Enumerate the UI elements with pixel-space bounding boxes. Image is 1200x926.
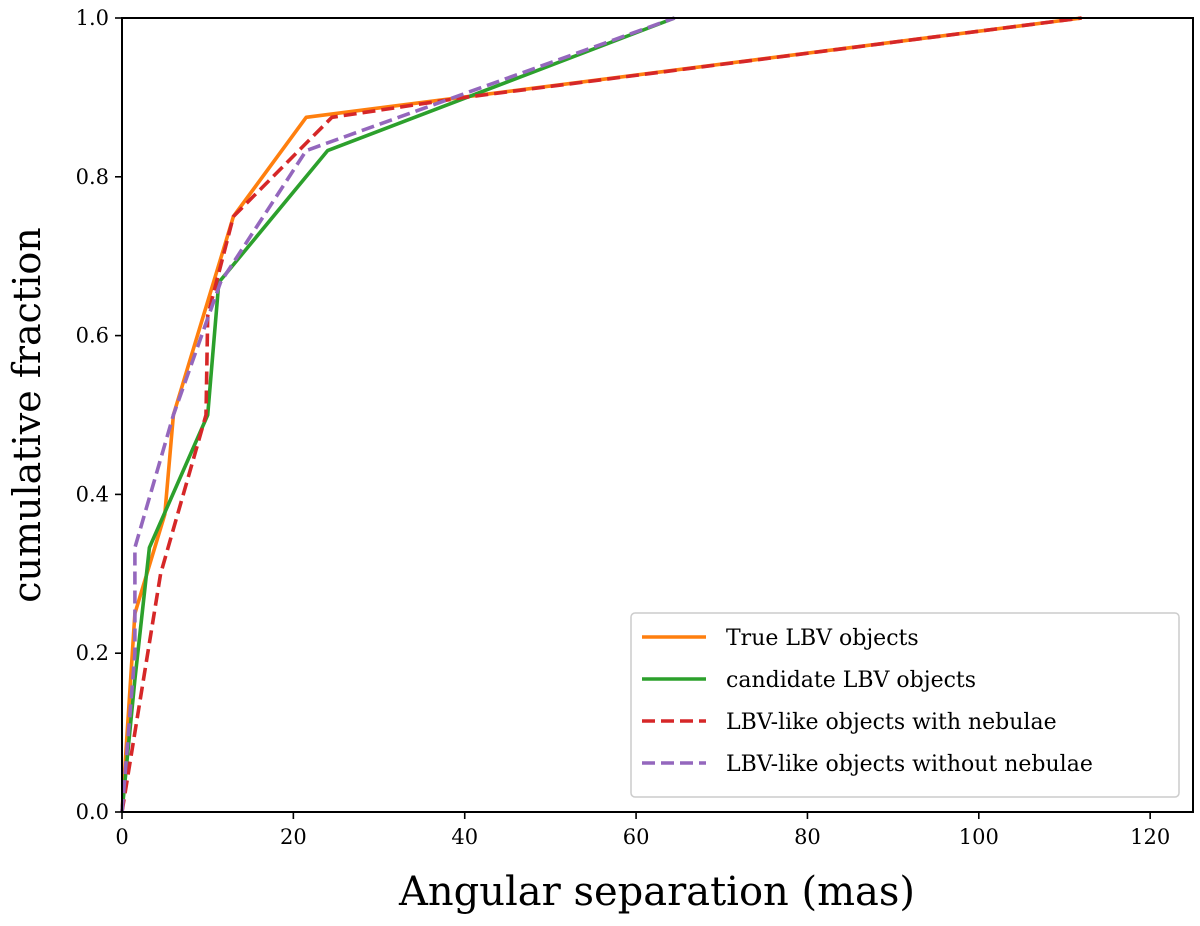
axis-ticks: 0 20 40 60 80 100 120 0.0 0.2 0.4 0.6 0.8 1.0 — [76, 6, 1171, 849]
x-tick-label: 60 — [623, 825, 650, 849]
legend: True LBV objects candidate LBV objects LBV… — [630, 612, 1180, 798]
legend-label-0: True LBV objects — [726, 626, 919, 651]
legend-label-3: LBV-like objects without nebulae — [726, 752, 1093, 777]
y-tick-label: 0.4 — [76, 482, 109, 506]
x-tick-label: 100 — [959, 825, 999, 849]
y-tick-label: 1.0 — [76, 6, 109, 30]
y-tick-label: 0.8 — [76, 165, 109, 189]
x-tick-label: 120 — [1130, 825, 1170, 849]
y-tick-label: 0.6 — [76, 324, 109, 348]
x-tick-label: 40 — [451, 825, 478, 849]
x-tick-label: 20 — [280, 825, 307, 849]
legend-label-1: candidate LBV objects — [726, 668, 976, 693]
series-line-3 — [120, 16, 676, 813]
y-tick-label: 0.0 — [76, 800, 109, 824]
plot-frame — [121, 17, 1194, 813]
legend-label-2: LBV-like objects with nebulae — [726, 710, 1057, 735]
x-tick-label: 80 — [794, 825, 821, 849]
plot-lines — [120, 16, 1082, 813]
x-tick-label: 0 — [115, 825, 128, 849]
x-axis-label: Angular separation (mas) — [398, 869, 915, 915]
y-tick-label: 0.2 — [76, 641, 109, 665]
legend-box — [630, 612, 1180, 798]
y-axis-label: cumulative fraction — [5, 227, 49, 602]
